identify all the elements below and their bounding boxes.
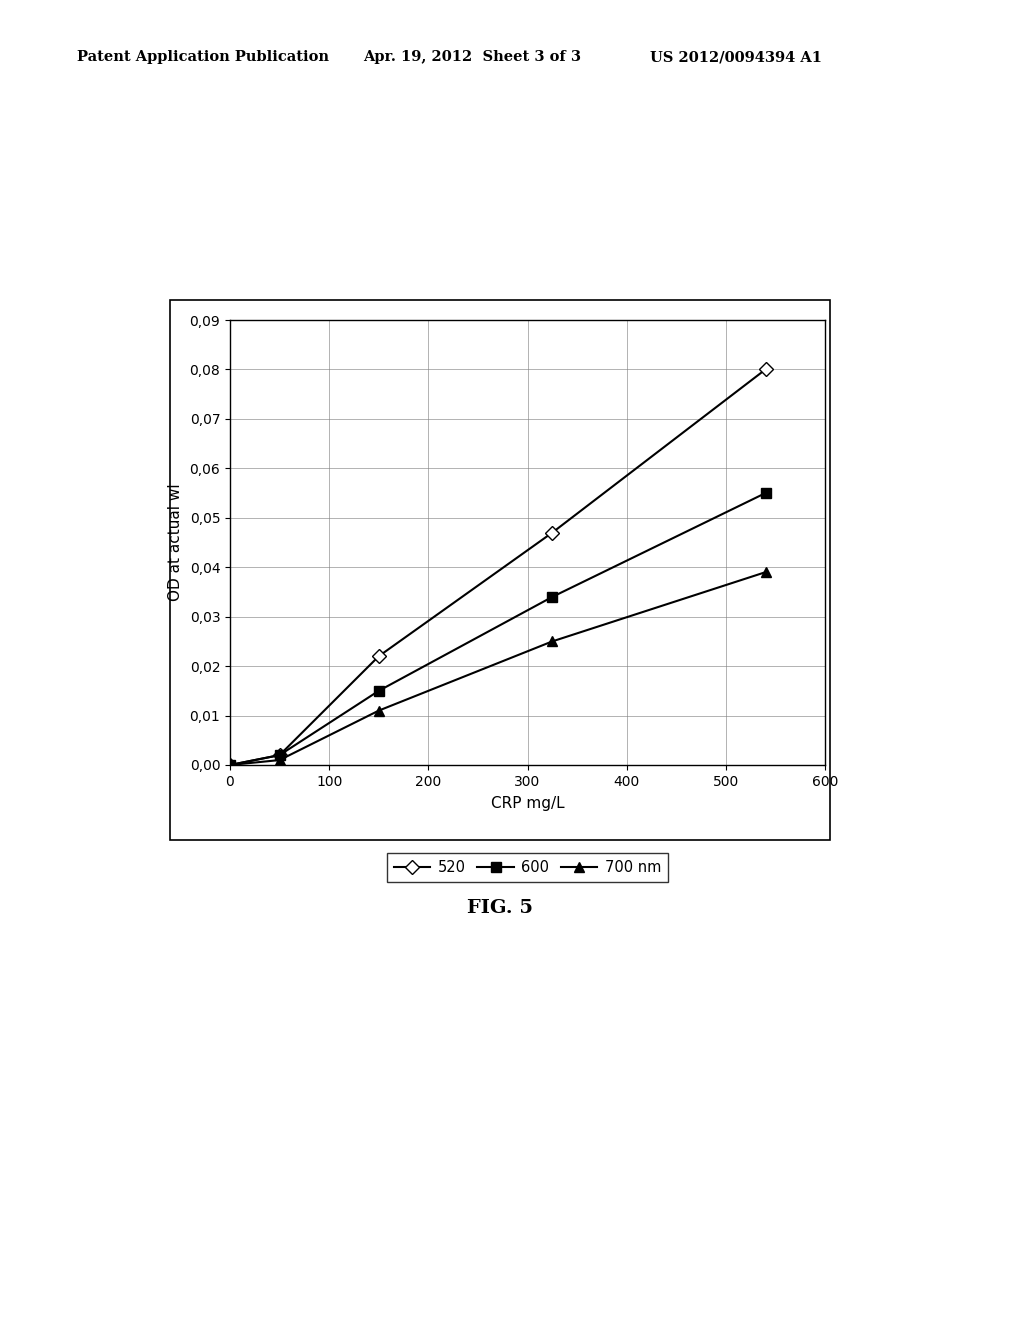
700 nm — [224, 758, 237, 774]
700 nm — [373, 702, 385, 718]
520 — [760, 362, 772, 378]
600 — [546, 589, 558, 605]
Line: 520: 520 — [225, 364, 770, 770]
600 — [760, 486, 772, 502]
Legend: 520, 600, 700 nm: 520, 600, 700 nm — [387, 853, 669, 882]
520 — [273, 747, 286, 763]
700 nm — [273, 752, 286, 768]
Text: US 2012/0094394 A1: US 2012/0094394 A1 — [650, 50, 822, 65]
Text: Patent Application Publication: Patent Application Publication — [77, 50, 329, 65]
X-axis label: CRP mg/L: CRP mg/L — [490, 796, 564, 810]
600 — [224, 758, 237, 774]
600 — [373, 682, 385, 698]
520 — [373, 648, 385, 664]
700 nm — [546, 634, 558, 649]
700 nm — [760, 564, 772, 579]
Line: 600: 600 — [225, 488, 770, 770]
520 — [224, 758, 237, 774]
Y-axis label: OD at actual wl: OD at actual wl — [168, 483, 182, 602]
Text: Apr. 19, 2012  Sheet 3 of 3: Apr. 19, 2012 Sheet 3 of 3 — [364, 50, 582, 65]
Text: FIG. 5: FIG. 5 — [467, 899, 532, 917]
520 — [546, 524, 558, 540]
600 — [273, 747, 286, 763]
Line: 700 nm: 700 nm — [225, 568, 770, 770]
